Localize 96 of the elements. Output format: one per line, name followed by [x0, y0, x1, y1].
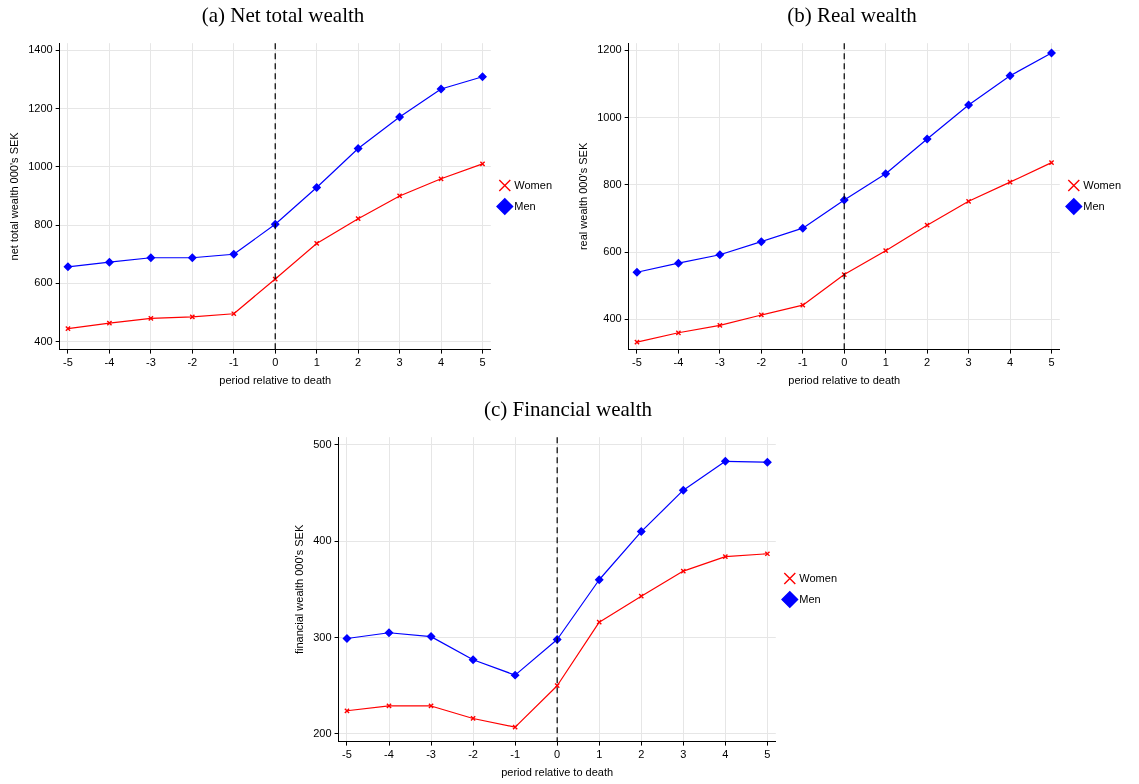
point — [715, 250, 725, 259]
x-tick-label: -3 — [426, 748, 436, 761]
point — [426, 632, 436, 641]
y-tick-label: 400 — [603, 312, 622, 325]
x-tick-label: -3 — [145, 356, 156, 369]
x-tick-label: -1 — [510, 748, 521, 761]
point — [468, 655, 478, 664]
x-tick-label: 1 — [882, 356, 889, 369]
point — [1047, 48, 1056, 58]
x-tick-label: 1 — [313, 356, 320, 369]
x-tick-label: 2 — [638, 748, 645, 761]
point — [964, 100, 973, 110]
x-tick-label: -4 — [673, 356, 684, 369]
point — [757, 237, 766, 246]
point — [679, 485, 688, 495]
y-tick-label: 500 — [313, 437, 332, 450]
x-tick-label: -5 — [632, 356, 642, 369]
legend-label: Women — [1083, 178, 1121, 191]
point — [395, 112, 404, 122]
x-tick-label: 1 — [596, 748, 603, 761]
y-tick-label: 1200 — [597, 43, 622, 56]
x-tick-label: -2 — [187, 356, 198, 369]
y-tick-label: 1000 — [28, 159, 53, 172]
x-axis-title: period relative to death — [788, 374, 901, 387]
point — [436, 84, 446, 94]
x-axis-title: period relative to death — [501, 766, 614, 779]
point — [313, 240, 320, 247]
point — [1005, 71, 1015, 81]
point — [386, 703, 392, 709]
x-tick-label: 5 — [764, 748, 771, 761]
x-tick-label: 3 — [965, 356, 972, 369]
y-axis-title: net total wealth 000's SEK — [7, 131, 20, 261]
x-tick-label: -5 — [63, 356, 73, 369]
x-tick-label: -1 — [797, 356, 808, 369]
x-tick-label: -4 — [384, 748, 394, 761]
point — [763, 458, 772, 467]
point — [721, 457, 730, 466]
point — [798, 223, 807, 233]
y-axis-title: financial wealth 000's SEK — [292, 524, 305, 655]
legend-label: Women — [799, 571, 837, 584]
point — [105, 257, 114, 267]
point — [632, 268, 642, 277]
point — [674, 258, 683, 268]
x-tick-label: 4 — [437, 356, 445, 369]
legend-label: Men — [1083, 199, 1105, 212]
chart-title: (a) Net total wealth — [201, 3, 365, 28]
y-tick-label: 1200 — [28, 101, 53, 114]
y-tick-label: 600 — [34, 276, 53, 289]
point — [510, 670, 520, 680]
y-tick-label: 300 — [313, 630, 332, 643]
x-tick-label: 5 — [1048, 356, 1055, 369]
x-tick-label: -1 — [228, 356, 239, 369]
point — [146, 253, 156, 262]
point — [595, 575, 604, 584]
x-tick-label: -4 — [104, 356, 115, 369]
y-tick-label: 1000 — [597, 110, 622, 123]
x-tick-label: 2 — [355, 356, 362, 369]
point — [353, 144, 363, 153]
point — [63, 262, 73, 272]
chart-title: (c) Financial wealth — [484, 397, 653, 422]
y-tick-label: 600 — [603, 245, 622, 258]
y-tick-label: 400 — [313, 534, 332, 547]
x-tick-label: -3 — [714, 356, 725, 369]
point — [188, 253, 197, 262]
y-axis-title: real wealth 000's SEK — [576, 142, 589, 251]
point — [478, 72, 487, 81]
x-tick-label: -2 — [756, 356, 767, 369]
point — [229, 250, 238, 259]
x-axis-title: period relative to death — [219, 374, 332, 387]
point — [1007, 179, 1013, 185]
legend-label: Men — [514, 199, 536, 212]
legend-label: Men — [799, 592, 821, 605]
x-tick-label: 2 — [924, 356, 931, 369]
y-tick-label: 1400 — [28, 43, 53, 56]
chart-title: (b) Real wealth — [787, 3, 918, 28]
x-tick-label: 5 — [479, 356, 486, 369]
point — [637, 527, 646, 536]
x-tick-label: 3 — [680, 748, 687, 761]
point — [312, 183, 321, 192]
point — [881, 169, 890, 178]
x-tick-label: -2 — [468, 748, 478, 761]
point — [922, 134, 932, 144]
x-tick-label: 3 — [396, 356, 403, 369]
x-tick-label: -5 — [342, 748, 352, 761]
y-tick-label: 200 — [313, 726, 332, 739]
x-tick-label: 0 — [272, 356, 279, 369]
point — [384, 628, 394, 637]
x-tick-label: 4 — [722, 748, 729, 761]
y-tick-label: 800 — [603, 177, 622, 190]
x-tick-label: 0 — [841, 356, 848, 369]
legend-label: Women — [514, 178, 552, 191]
x-tick-label: 4 — [1006, 356, 1014, 369]
x-tick-label: 0 — [554, 748, 561, 761]
y-tick-label: 400 — [34, 334, 53, 347]
y-tick-label: 800 — [34, 218, 53, 231]
point — [342, 634, 352, 643]
